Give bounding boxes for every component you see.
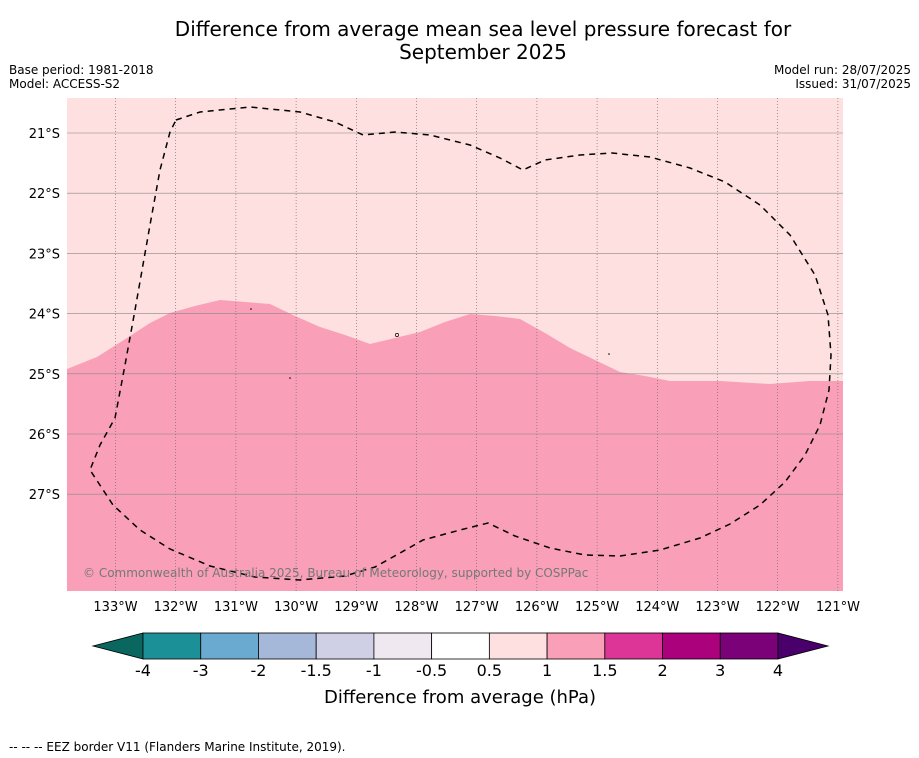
longitude-label: 125°W <box>575 600 619 615</box>
colorbar: -4 -3 -2 -1.5 -1 -0.5 0.5 1 1.5 2 3 4 Difference fr… <box>91 632 830 708</box>
eez-border <box>89 106 832 581</box>
longitude-label: 133°W <box>93 600 137 615</box>
island-mark <box>250 308 252 310</box>
colorbar-tick-label: -3 <box>193 661 209 680</box>
colorbar-segment <box>662 632 721 660</box>
longitude-label: 123°W <box>695 600 739 615</box>
longitude-label: 130°W <box>274 600 318 615</box>
longitude-label: 122°W <box>756 600 800 615</box>
colorbar-segment <box>373 632 433 660</box>
colorbar-segment <box>142 632 202 660</box>
island-marks <box>250 308 610 379</box>
colorbar-segment <box>315 632 375 660</box>
latitude-labels: 21°S 22°S 23°S 24°S 25°S 26°S 27°S <box>29 127 60 503</box>
longitude-label: 128°W <box>394 600 438 615</box>
title-line-2: September 2025 <box>399 40 567 64</box>
longitude-label: 124°W <box>635 600 679 615</box>
colorbar-tick-label: -1.5 <box>301 661 332 680</box>
colorbar-tick-label: -1 <box>366 661 382 680</box>
longitude-label: 127°W <box>455 600 499 615</box>
longitude-label: 121°W <box>816 600 860 615</box>
colorbar-segment <box>258 632 317 660</box>
latitude-label: 22°S <box>29 187 60 202</box>
colorbar-tick-label: -2 <box>250 661 266 680</box>
longitude-label: 131°W <box>214 600 258 615</box>
latitude-label: 21°S <box>29 127 60 142</box>
issued-text: Issued: 31/07/2025 <box>795 77 911 91</box>
longitude-label: 126°W <box>515 600 559 615</box>
colorbar-segment <box>604 632 663 660</box>
colorbar-segment <box>200 632 259 660</box>
model-run-text: Model run: 28/07/2025 <box>773 63 911 77</box>
latitude-label: 25°S <box>29 368 60 383</box>
colorbar-tick-label: 3 <box>715 661 725 680</box>
colorbar-low-extend <box>91 632 144 660</box>
colorbar-tick-labels: -4 -3 -2 -1.5 -1 -0.5 0.5 1 1.5 2 3 4 <box>135 661 783 680</box>
colorbar-tick-label: 1.5 <box>592 661 617 680</box>
colorbar-segment <box>488 632 548 660</box>
island-mark <box>289 377 291 379</box>
chart-title: Difference from average mean sea level p… <box>60 18 906 64</box>
colorbar-tick-label: 2 <box>657 661 667 680</box>
colorbar-segment <box>546 632 606 660</box>
title-line-1: Difference from average mean sea level p… <box>174 17 792 41</box>
latitude-label: 24°S <box>29 308 60 323</box>
colorbar-high-extend <box>777 632 830 660</box>
colorbar-segments <box>142 632 779 660</box>
colorbar-tick-label: 0.5 <box>477 661 502 680</box>
latitude-label: 27°S <box>29 488 60 503</box>
island-mark <box>608 353 610 355</box>
colorbar-label: Difference from average (hPa) <box>324 687 596 708</box>
base-period-text: Base period: 1981-2018 <box>9 63 154 77</box>
colorbar-tick-label: 4 <box>773 661 783 680</box>
eez-legend-note: -- -- -- EEZ border V11 (Flanders Marine… <box>9 740 346 754</box>
colorbar-tick-label: -0.5 <box>416 661 447 680</box>
lower-anomaly-region <box>67 300 843 591</box>
latitude-label: 23°S <box>29 247 60 262</box>
copyright-notice: © Commonwealth of Australia 2025, Bureau… <box>83 566 588 580</box>
model-text: Model: ACCESS-S2 <box>9 77 121 91</box>
graticule <box>67 98 843 591</box>
island-mark <box>395 333 399 337</box>
longitude-label: 129°W <box>334 600 378 615</box>
colorbar-segment <box>719 632 779 660</box>
colorbar-tick-label: -4 <box>135 661 151 680</box>
longitude-label: 132°W <box>154 600 198 615</box>
colorbar-segment <box>431 632 490 660</box>
meta-left: Base period: 1981-2018 Model: ACCESS-S2 <box>9 63 154 91</box>
meta-right: Model run: 28/07/2025 Issued: 31/07/2025 <box>774 63 911 91</box>
longitude-labels: 133°W 132°W 131°W 130°W 129°W 128°W 127°W 126°W… <box>93 600 860 615</box>
map-area: © Commonwealth of Australia 2025, Bureau… <box>67 98 843 591</box>
latitude-label: 26°S <box>29 428 60 443</box>
colorbar-tick-label: 1 <box>542 661 552 680</box>
